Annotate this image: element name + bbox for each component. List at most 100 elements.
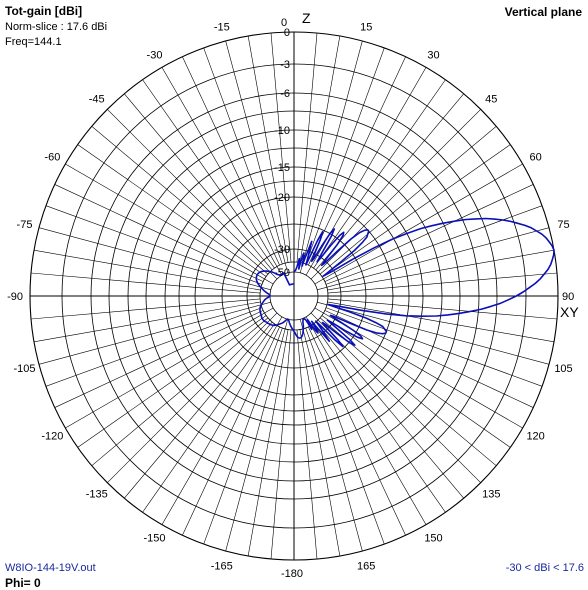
grid-radial xyxy=(325,307,543,387)
grid-radial xyxy=(299,329,341,557)
angle-label: 0 xyxy=(281,17,287,29)
grid-radial xyxy=(225,40,289,273)
radial-grid xyxy=(30,32,558,560)
angle-label: -60 xyxy=(44,152,60,164)
grid-radial xyxy=(182,56,280,266)
angle-label: -150 xyxy=(143,533,165,545)
grid-radial xyxy=(299,40,363,273)
ring-label: -15 xyxy=(274,162,290,174)
grid-radial xyxy=(142,323,275,513)
angle-label: 120 xyxy=(526,431,544,443)
grid-radial xyxy=(45,307,263,387)
grid-radial xyxy=(247,35,289,263)
norm-slice-label: Norm-slice : 17.6 dBi xyxy=(5,21,108,33)
angle-label: -15 xyxy=(214,22,230,34)
angle-label: -180 xyxy=(281,568,303,580)
grid-radial xyxy=(299,35,341,263)
grid-radial xyxy=(317,301,550,365)
grid-radial xyxy=(324,184,534,282)
grid-radial xyxy=(91,317,269,466)
grid-radial xyxy=(305,316,427,525)
angle-label: -45 xyxy=(89,94,105,106)
chart-title: Tot-gain [dBi] xyxy=(5,4,83,18)
grid-radial xyxy=(182,326,280,536)
grid-radial xyxy=(77,144,267,277)
grid-radial xyxy=(38,227,271,291)
z-axis-label: Z xyxy=(302,10,311,26)
grid-radial xyxy=(30,298,261,320)
angle-label: 90 xyxy=(562,291,574,303)
xy-axis-label: XY xyxy=(560,304,579,320)
phi-label: Phi= 0 xyxy=(5,576,41,590)
angle-label: 30 xyxy=(427,49,439,61)
grid-radial xyxy=(107,109,278,280)
grid-radial xyxy=(33,301,261,343)
angle-label: -120 xyxy=(41,431,63,443)
pattern-trace xyxy=(255,217,555,348)
grid-radial xyxy=(310,109,481,280)
angle-label: -30 xyxy=(147,49,163,61)
grid-radial xyxy=(327,298,558,320)
angle-label: -165 xyxy=(211,560,233,572)
grid-radial xyxy=(296,329,318,560)
grid-radial xyxy=(107,312,278,483)
grid-radial xyxy=(30,272,261,294)
angle-label: 45 xyxy=(485,94,497,106)
plane-label: Vertical plane xyxy=(504,5,582,19)
grid-radial xyxy=(142,79,275,269)
grid-radial xyxy=(225,319,289,552)
grid-radial xyxy=(91,126,269,275)
grid-radial xyxy=(325,205,543,285)
grid-radial xyxy=(313,323,446,513)
angle-labels: 0 153045607590105120135150165-180-165-150… xyxy=(7,17,574,580)
ring-label: -6 xyxy=(280,88,290,100)
angle-label: -105 xyxy=(13,363,35,375)
grid-radial xyxy=(270,32,292,263)
angle-label: -135 xyxy=(86,488,108,500)
grid-radial xyxy=(314,163,523,285)
grid-radial xyxy=(305,327,385,545)
gain-range-label: -30 < dBi < 17.6 xyxy=(505,562,584,574)
grid-radial xyxy=(124,321,273,499)
ring-label: -30 xyxy=(274,244,290,256)
grid-radial xyxy=(321,315,511,448)
ring-label: -10 xyxy=(274,125,290,137)
angle-label: 165 xyxy=(357,560,375,572)
grid-radial xyxy=(65,163,274,285)
grid-radial xyxy=(247,329,289,557)
ring-label: -20 xyxy=(274,192,290,204)
file-name-label: W8IO-144-19V.out xyxy=(5,562,96,574)
grid-radial xyxy=(54,184,264,282)
grid-radial xyxy=(327,272,558,294)
grid-radial xyxy=(203,327,283,545)
angle-label: 105 xyxy=(554,363,572,375)
grid-radial xyxy=(54,310,264,408)
grid-radial xyxy=(315,321,464,499)
frequency-label: Freq=144.1 xyxy=(5,36,62,48)
grid-radial xyxy=(308,56,406,266)
grid-radial xyxy=(327,249,555,291)
angle-label: 150 xyxy=(424,533,442,545)
grid-radial xyxy=(270,329,292,560)
ring-label: -3 xyxy=(280,59,290,71)
angle-label: 60 xyxy=(529,152,541,164)
grid-radial xyxy=(124,93,273,271)
grid-radial xyxy=(65,307,274,429)
angle-label: 75 xyxy=(557,219,569,231)
grid-radial xyxy=(203,47,283,265)
grid-radial xyxy=(161,67,283,276)
grid-radial xyxy=(308,326,406,536)
grid-radial xyxy=(321,144,511,277)
angle-label: 135 xyxy=(482,488,500,500)
grid-radial xyxy=(299,319,363,552)
grid-radial xyxy=(296,32,318,263)
grid-radial xyxy=(317,227,550,291)
angle-label: 15 xyxy=(360,22,372,34)
grid-radial xyxy=(45,205,263,285)
grid-radial xyxy=(77,315,267,448)
grid-radial xyxy=(161,316,283,525)
ring-label: 0 xyxy=(284,27,290,39)
grid-radial xyxy=(38,301,271,365)
